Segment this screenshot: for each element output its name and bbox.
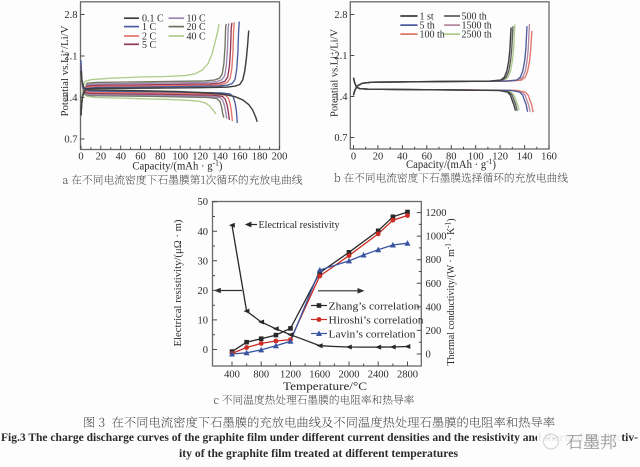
svg-text:0: 0 [78,152,83,163]
svg-text:20 C: 20 C [187,22,207,33]
svg-text:0.1 C: 0.1 C [142,14,164,25]
svg-text:800: 800 [253,370,269,381]
svg-text:600: 600 [426,279,442,290]
svg-text:Capacity/(mAh · g-1): Capacity/(mAh · g-1) [406,157,496,171]
svg-text:Potential vs.Li+/Li/V: Potential vs.Li+/Li/V [58,25,71,116]
svg-text:30: 30 [198,256,209,267]
svg-text:2.8: 2.8 [64,10,77,21]
svg-text:1500 th: 1500 th [462,21,492,32]
svg-text:200: 200 [272,152,288,163]
svg-text:40: 40 [115,152,126,163]
svg-text:Hiroshi’s correlation: Hiroshi’s correlation [329,314,425,326]
svg-text:120: 120 [492,152,508,163]
svg-text:1000: 1000 [426,232,447,243]
svg-text:Electrical resistivity/(μΩ · m: Electrical resistivity/(μΩ · m) [172,219,184,346]
svg-text:160: 160 [232,152,248,163]
svg-text:5 th: 5 th [420,21,435,32]
svg-text:1 C: 1 C [142,22,157,33]
svg-text:2500 th: 2500 th [462,30,492,41]
svg-text:ity of the graphite film treat: ity of the graphite film treated at diff… [179,446,458,460]
svg-text:2.8: 2.8 [334,10,347,21]
svg-text:0: 0 [203,345,208,356]
svg-text:Zhang’s correlation: Zhang’s correlation [329,300,421,312]
svg-text:120: 120 [192,152,208,163]
svg-text:200: 200 [426,326,442,337]
svg-text:140: 140 [517,152,533,163]
svg-text:1.4: 1.4 [64,93,78,104]
svg-text:100: 100 [172,152,188,163]
svg-text:1200: 1200 [280,370,301,381]
svg-text:2800: 2800 [397,370,418,381]
svg-text:2000: 2000 [339,370,360,381]
svg-text:0: 0 [351,152,356,163]
svg-text:Lavin’s correlation: Lavin’s correlation [329,328,417,340]
svg-text:Capacity/(mAh · g-1): Capacity/(mAh · g-1) [132,159,222,173]
svg-text:Thermal conductivity/(W · m-1: Thermal conductivity/(W · m-1 · K-1) [444,218,458,365]
svg-text:60: 60 [135,152,146,163]
svg-text:180: 180 [252,152,268,163]
svg-text:20: 20 [198,286,209,297]
svg-text:5 C: 5 C [142,40,157,51]
svg-text:1 st: 1 st [420,12,434,23]
svg-text:10: 10 [198,315,209,326]
svg-text:1200: 1200 [426,208,447,219]
svg-text:Potential vs.Li+/Li/V: Potential vs.Li+/Li/V [328,29,341,117]
svg-text:Electrical resistivity: Electrical resistivity [259,219,340,231]
svg-text:60: 60 [422,152,433,163]
svg-text:400: 400 [224,370,240,381]
svg-text:100 th: 100 th [420,30,445,41]
svg-text:40: 40 [397,152,408,163]
svg-text:400: 400 [426,302,442,313]
svg-text:20: 20 [96,152,107,163]
svg-text:0: 0 [426,350,431,361]
svg-text:1600: 1600 [309,370,330,381]
svg-text:50: 50 [198,197,209,208]
svg-text:40: 40 [198,227,209,238]
svg-text:40 C: 40 C [187,32,207,43]
svg-text:Fig.3 The charge discharge cur: Fig.3 The charge discharge curves of the… [1,430,638,444]
svg-text:800: 800 [426,255,442,266]
svg-text:2.1: 2.1 [64,52,77,63]
svg-text:100: 100 [468,152,484,163]
svg-text:2400: 2400 [368,370,389,381]
svg-text:1.4: 1.4 [334,92,348,103]
svg-text:0.7: 0.7 [334,133,347,144]
svg-text:2 C: 2 C [142,32,157,43]
svg-text:80: 80 [155,152,166,163]
svg-text:10 C: 10 C [187,14,207,25]
svg-text:140: 140 [212,152,228,163]
svg-text:500 th: 500 th [462,12,487,23]
svg-text:160: 160 [541,152,557,163]
svg-text:0.7: 0.7 [64,135,77,146]
svg-text:2.1: 2.1 [334,51,347,62]
svg-text:Temperature/°C: Temperature/°C [283,381,367,393]
svg-text:80: 80 [446,152,457,163]
svg-text:20: 20 [373,152,384,163]
